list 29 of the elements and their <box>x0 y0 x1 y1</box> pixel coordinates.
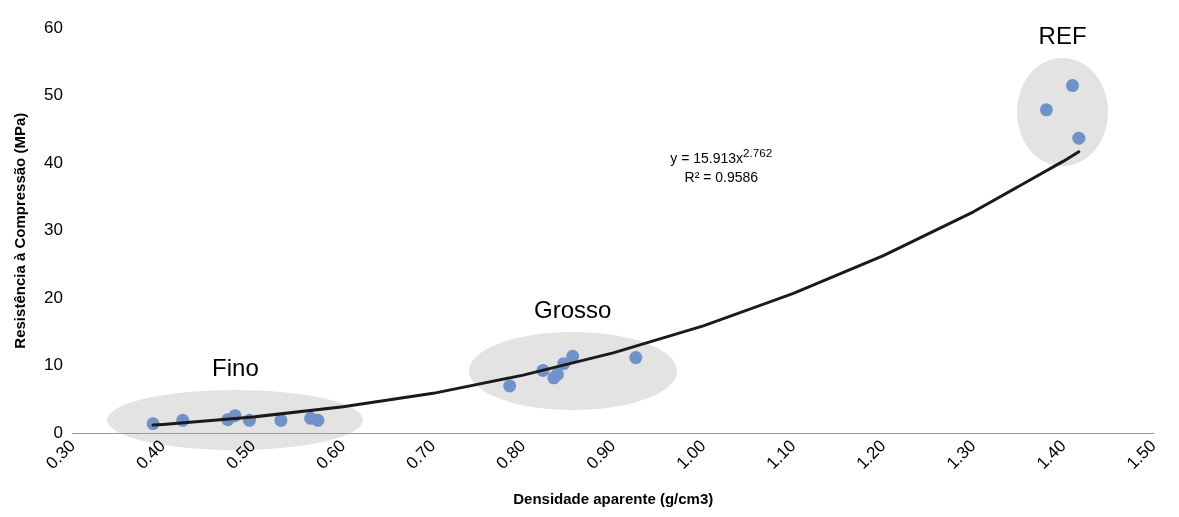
annotation: REF <box>1038 21 1087 50</box>
y-tick-label: 10 <box>43 355 63 375</box>
x-axis-title: Densidade aparente (g/cm3) <box>513 490 714 508</box>
y-tick-label: 40 <box>43 152 63 172</box>
y-tick-label: 30 <box>43 220 63 240</box>
point <box>566 349 580 363</box>
x-tick-label: 0.80 <box>492 436 530 473</box>
point <box>1072 131 1086 145</box>
point <box>1039 103 1053 117</box>
x-tick-label: 0.50 <box>222 436 260 473</box>
x-tick-label: 0.90 <box>582 436 620 473</box>
point <box>274 413 288 427</box>
point <box>311 413 325 427</box>
x-tick-label: 0.40 <box>132 436 170 473</box>
point <box>503 379 517 393</box>
annotation: Grosso <box>534 295 612 324</box>
y-tick-label: 50 <box>43 85 63 105</box>
annotation: y = 15.913x$^{2.762}$ <box>669 144 774 168</box>
annotation: Fino <box>212 353 259 382</box>
y-axis-title: Resistência à Compressão (MPa) <box>11 112 29 349</box>
point <box>1066 79 1080 93</box>
annotation: R² = 0.9586 <box>683 168 760 188</box>
x-tick-label: 0.60 <box>312 436 350 473</box>
y-tick-label: 60 <box>43 17 63 37</box>
point <box>629 351 643 365</box>
y-tick-label: 20 <box>43 287 63 307</box>
y-tick-label: 0 <box>53 422 63 442</box>
x-tick-label: 0.70 <box>402 436 440 473</box>
point <box>550 367 564 381</box>
